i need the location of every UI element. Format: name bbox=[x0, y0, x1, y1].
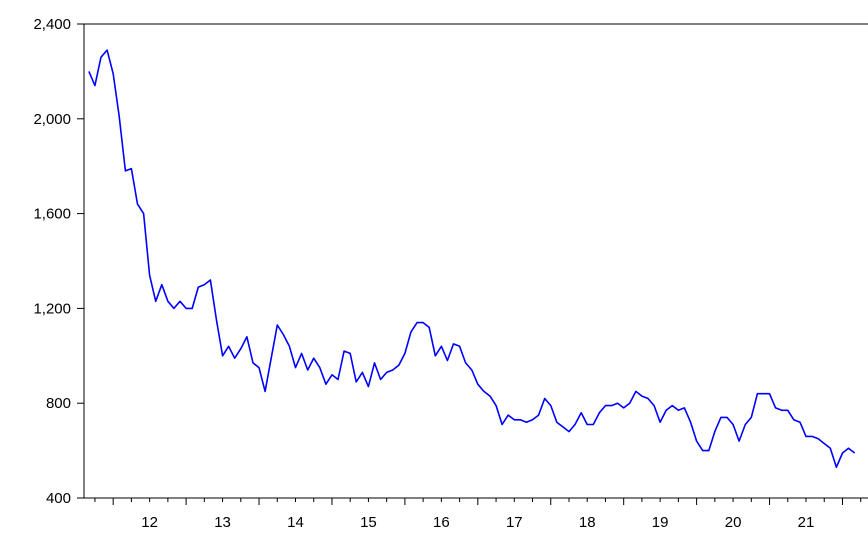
x-tick-label: 20 bbox=[725, 514, 742, 531]
y-tick-label: 2,000 bbox=[33, 111, 71, 128]
x-tick-label: 16 bbox=[433, 514, 450, 531]
x-tick-label: 17 bbox=[506, 514, 523, 531]
x-tick-label: 19 bbox=[652, 514, 669, 531]
plot-frame bbox=[83, 23, 868, 499]
x-tick-label: 12 bbox=[141, 514, 158, 531]
series-line-0 bbox=[88, 49, 856, 469]
y-tick-label: 1,600 bbox=[33, 206, 71, 223]
x-tick-label: 14 bbox=[287, 514, 304, 531]
x-tick-label: 18 bbox=[579, 514, 596, 531]
y-tick-label: 1,200 bbox=[33, 300, 71, 317]
x-tick-label: 13 bbox=[214, 514, 231, 531]
series-layer bbox=[88, 49, 856, 469]
x-axis: 1213141516171819202122 bbox=[94, 498, 862, 531]
y-tick-label: 2,400 bbox=[33, 16, 71, 33]
y-axis: 400 800 1,200 1,600 2,000 2,400 bbox=[33, 16, 84, 507]
y-tick-label: 800 bbox=[46, 395, 71, 412]
x-tick-label: 21 bbox=[798, 514, 815, 531]
x-tick-label: 15 bbox=[360, 514, 377, 531]
y-tick-label: 400 bbox=[46, 490, 71, 507]
